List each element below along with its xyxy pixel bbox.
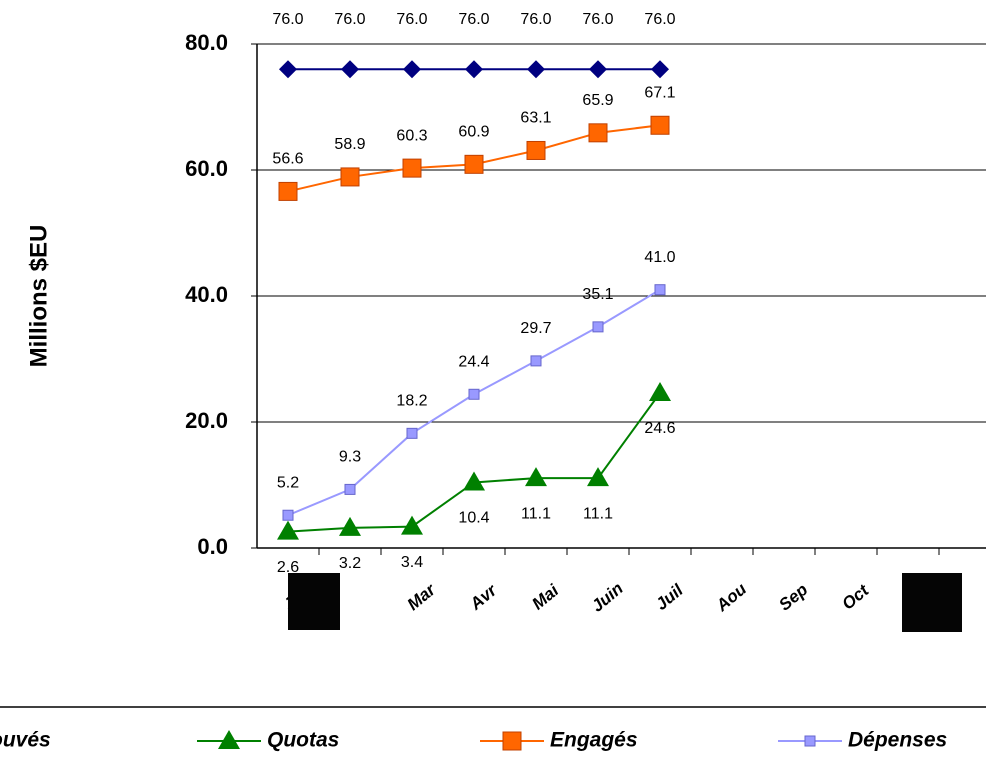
value-label: 76.0 — [644, 11, 675, 28]
value-label: 76.0 — [396, 11, 427, 28]
legend-label: Engagés — [550, 729, 638, 752]
image — [902, 573, 962, 632]
legend-label: Dépenses — [848, 729, 947, 752]
x-tick-label: Mai — [528, 580, 563, 614]
value-label: 5.2 — [277, 474, 299, 491]
marker — [654, 284, 666, 296]
marker — [401, 515, 423, 535]
marker — [402, 158, 422, 178]
marker — [277, 520, 299, 540]
marker — [649, 382, 671, 402]
y-tick-label: 20.0 — [185, 408, 228, 433]
x-tick-label: Avr — [466, 580, 502, 614]
value-label: 76.0 — [458, 11, 489, 28]
x-tick-label: Juil — [652, 580, 688, 614]
value-label: 3.2 — [339, 555, 361, 572]
marker — [587, 467, 609, 487]
value-label: 2.6 — [277, 559, 299, 576]
marker — [341, 60, 359, 79]
value-label: 60.3 — [396, 127, 427, 144]
marker — [527, 60, 545, 79]
value-label: 76.0 — [582, 11, 613, 28]
marker — [464, 154, 484, 174]
y-tick-label: 60.0 — [185, 156, 228, 181]
marker — [344, 483, 356, 495]
x-tick-label: Sep — [775, 580, 811, 615]
y-tick-label: 80.0 — [185, 30, 228, 55]
marker — [468, 388, 480, 400]
marker — [526, 140, 546, 160]
marker — [588, 123, 608, 143]
x-tick-label: Mar — [404, 579, 440, 614]
value-label: 58.9 — [334, 136, 365, 153]
x-tick-label: Juin — [588, 579, 627, 616]
marker — [530, 355, 542, 367]
y-tick-label: 0.0 — [197, 534, 228, 559]
value-label: 76.0 — [520, 11, 551, 28]
value-label: 9.3 — [339, 449, 361, 466]
marker — [502, 731, 522, 751]
marker — [282, 509, 294, 521]
legend-label: ouvés — [0, 729, 51, 752]
value-label: 56.6 — [272, 151, 303, 168]
marker — [218, 730, 240, 749]
marker — [525, 467, 547, 487]
value-label: 35.1 — [582, 286, 613, 303]
value-label: 65.9 — [582, 92, 613, 109]
value-label: 67.1 — [644, 84, 675, 101]
marker — [339, 516, 361, 536]
value-label: 76.0 — [334, 11, 365, 28]
marker — [406, 427, 418, 439]
value-label: 24.4 — [458, 353, 489, 370]
value-label: 24.6 — [644, 420, 675, 437]
value-label: 11.1 — [521, 505, 551, 522]
value-label: 63.1 — [520, 110, 551, 127]
x-tick-label: Oct — [838, 580, 873, 614]
value-label: 3.4 — [401, 554, 423, 571]
value-label: 60.9 — [458, 124, 489, 141]
value-label: 41.0 — [644, 249, 675, 266]
marker — [278, 181, 298, 201]
marker — [650, 115, 670, 135]
legend-label: Quotas — [267, 729, 339, 752]
image — [288, 573, 340, 630]
marker — [465, 60, 483, 79]
marker — [340, 167, 360, 187]
marker — [589, 60, 607, 79]
marker — [463, 471, 485, 491]
marker — [403, 60, 421, 79]
value-label: 29.7 — [520, 320, 551, 337]
y-axis-title: Millions $EU — [25, 225, 52, 368]
x-tick-label: Aou — [712, 579, 751, 616]
value-label: 11.1 — [583, 505, 613, 522]
value-label: 76.0 — [272, 11, 303, 28]
marker — [279, 60, 297, 79]
marker — [592, 321, 604, 333]
marker — [651, 60, 669, 79]
y-tick-label: 40.0 — [185, 282, 228, 307]
marker — [804, 735, 816, 747]
value-label: 18.2 — [396, 393, 427, 410]
value-label: 10.4 — [458, 510, 489, 527]
